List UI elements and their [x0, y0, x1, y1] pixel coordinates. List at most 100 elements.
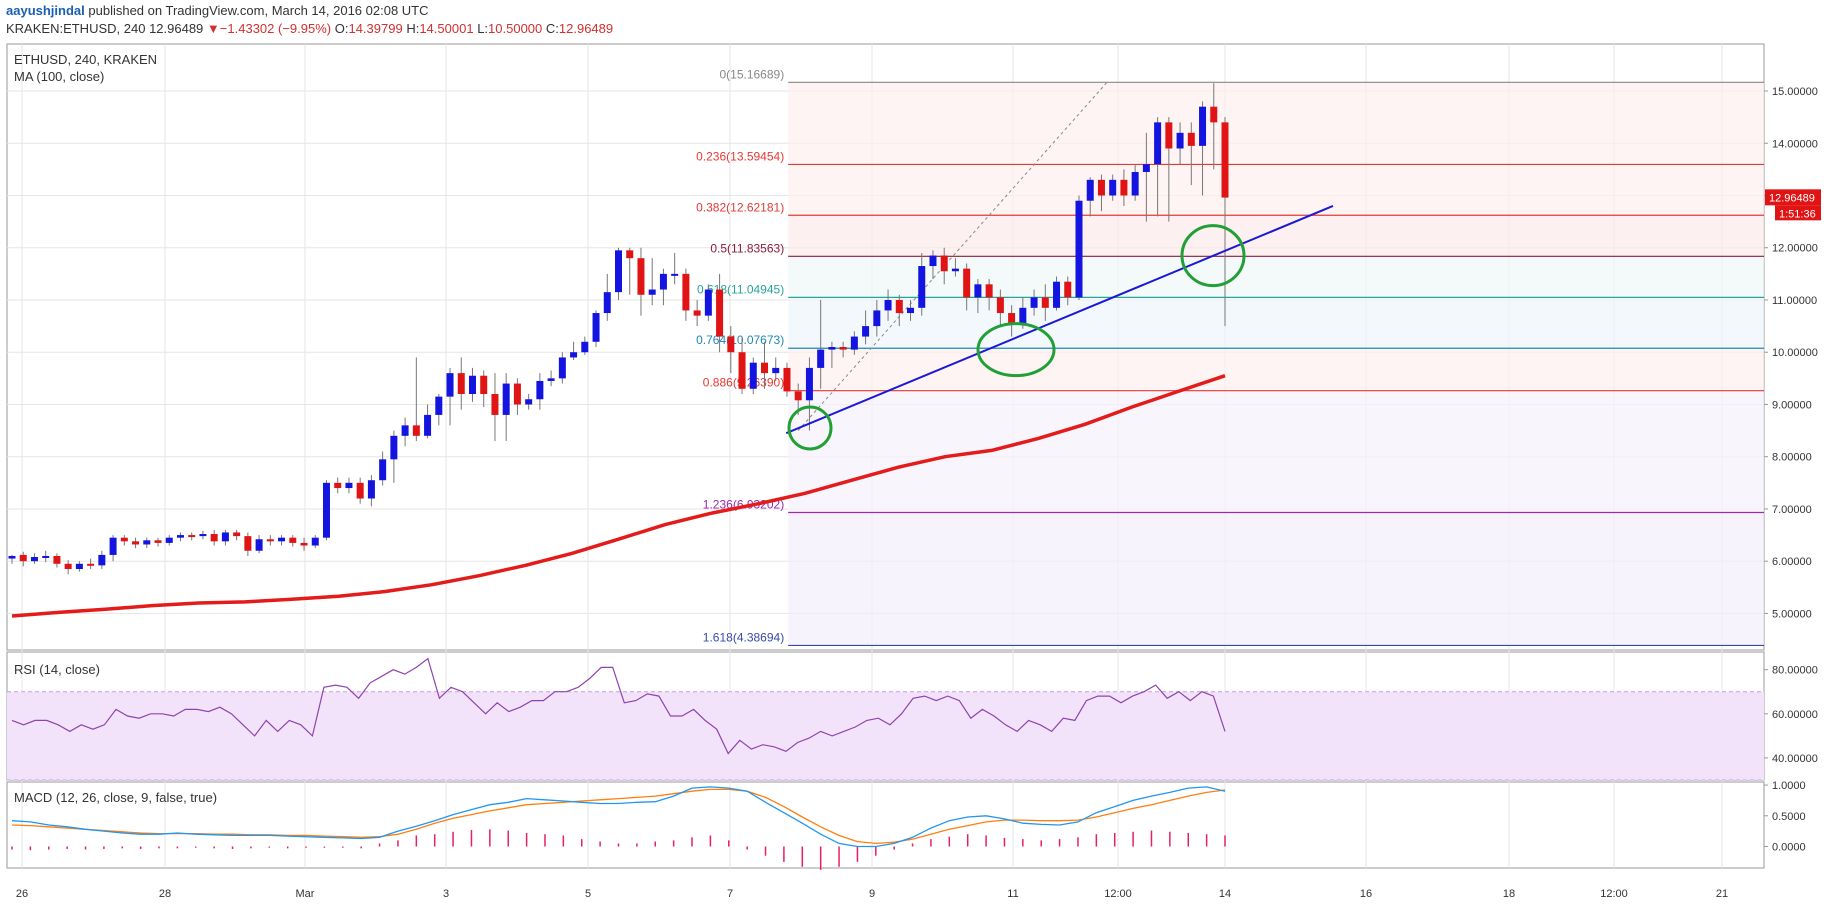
last-price-tag-label: 12.96489 — [1769, 192, 1815, 204]
rsi-pane-title[interactable]: RSI (14, close) — [14, 662, 100, 677]
candle-body — [716, 289, 724, 337]
candle-body — [817, 349, 825, 368]
candle-body — [985, 284, 993, 298]
chart-canvas[interactable]: 26 28 Mar 3 5 7 9 11 12:00 14 16 18 12:00 21 15.00000 1… — [0, 40, 1824, 907]
high-value: 14.50001 — [419, 21, 474, 36]
support-circle-marker — [976, 322, 1056, 378]
candle-body — [996, 297, 1004, 314]
candle-body — [75, 563, 83, 570]
candle-body — [659, 273, 667, 290]
candle-body — [1199, 106, 1207, 146]
candle-body — [210, 534, 218, 542]
symbol-label: KRAKEN:ETHUSD, 240 — [6, 21, 146, 36]
candle-body — [513, 383, 521, 405]
y-tick-label: 12.00000 — [1772, 243, 1818, 255]
y-tick-label: 11.00000 — [1772, 295, 1817, 307]
candle-body — [918, 266, 926, 308]
fib-zone — [788, 348, 1764, 391]
candle-body — [828, 347, 836, 350]
price-change: −1.43302 (−9.95%) — [219, 21, 332, 36]
candle-body — [233, 532, 241, 537]
candle-body — [502, 383, 510, 415]
candle-body — [1064, 281, 1072, 298]
candle-body — [1041, 297, 1049, 308]
fib-zone — [788, 256, 1764, 298]
ma-indicator-label[interactable]: MA (100, close) — [14, 69, 105, 84]
candle-body — [401, 425, 409, 436]
candle-body — [1165, 122, 1173, 149]
candle-body — [244, 536, 252, 551]
y-tick-label: 10.00000 — [1772, 347, 1818, 359]
candle-body — [839, 347, 847, 350]
candle-body — [862, 326, 870, 337]
candle-body — [468, 375, 476, 395]
x-tick-label: 12:00 — [1104, 888, 1132, 900]
fib-level-label: 0.382(12.62181) — [696, 200, 784, 214]
fib-zone — [788, 164, 1764, 216]
candle-body — [626, 250, 634, 259]
fib-level-label: 0.236(13.59454) — [696, 149, 784, 163]
high-label: H: — [406, 21, 420, 36]
macd-y-tick-label: 0.5000 — [1772, 811, 1806, 823]
close-value: 12.96489 — [558, 21, 614, 36]
macd-y-tick-label: 1.0000 — [1772, 780, 1806, 792]
chart-area[interactable]: 26 28 Mar 3 5 7 9 11 12:00 14 16 18 12:00 21 15.00000 1… — [0, 40, 1824, 907]
candle-body — [581, 341, 589, 353]
candle-body — [547, 378, 555, 381]
candle-body — [154, 540, 162, 543]
x-tick-label: 3 — [443, 888, 449, 900]
candle-body — [300, 542, 308, 546]
candle-body — [1053, 281, 1061, 308]
fib-zone — [788, 390, 1764, 513]
candle-body — [266, 539, 274, 542]
macd-pane-frame — [6, 781, 1765, 869]
y-tick-label: 9.00000 — [1772, 399, 1812, 411]
candle-body — [311, 537, 319, 546]
candle-body — [64, 563, 72, 570]
last-price: 12.96489 — [149, 21, 204, 36]
x-tick-label: 7 — [727, 888, 733, 900]
open-label: O: — [334, 21, 349, 36]
candle-body — [53, 555, 61, 564]
candle-body — [895, 299, 903, 314]
support-circle-marker — [1180, 224, 1246, 288]
candle-body — [738, 352, 746, 389]
candle-body — [457, 373, 465, 395]
candle-body — [1097, 179, 1105, 196]
fib-level-label: 0.5(11.83563) — [710, 241, 784, 255]
macd-pane-title[interactable]: MACD (12, 26, close, 9, false, true) — [14, 790, 218, 805]
candle-body — [1176, 132, 1184, 149]
candle-body — [435, 396, 443, 415]
author-link[interactable]: aayushjindal — [6, 3, 85, 18]
candle-body — [1008, 313, 1016, 324]
candle-body — [570, 352, 578, 358]
candle-body — [850, 336, 858, 350]
moving-average-line — [11, 374, 1226, 618]
candle-body — [1187, 132, 1195, 146]
candle-body — [8, 555, 16, 559]
candle-body — [132, 541, 140, 545]
fib-zone — [788, 297, 1764, 349]
ohlc-line: KRAKEN:ETHUSD, 240 12.96489 ▼−1.43302 (−… — [6, 21, 613, 36]
x-tick-label: 26 — [16, 888, 28, 900]
y-tick-label: 6.00000 — [1772, 556, 1812, 568]
last-price-tag — [1765, 189, 1821, 206]
publish-line: aayushjindal published on TradingView.co… — [6, 3, 429, 18]
y-tick-label: 5.00000 — [1772, 608, 1812, 620]
candle-body — [379, 459, 387, 481]
x-tick-label: 12:00 — [1600, 888, 1628, 900]
candle-body — [1075, 200, 1083, 298]
candle-body — [188, 535, 196, 538]
y-tick-label: 14.00000 — [1772, 138, 1818, 150]
candle-body — [199, 534, 207, 537]
support-circle-marker — [787, 405, 833, 451]
candle-body — [974, 284, 982, 298]
fib-zone — [788, 215, 1764, 257]
candle-body — [1131, 171, 1139, 196]
candle-body — [1221, 122, 1229, 198]
countdown-tag-label: 1:51:36 — [1779, 208, 1816, 220]
candle-body — [42, 555, 50, 558]
candle-body — [525, 399, 533, 405]
macd-line — [11, 786, 1226, 848]
x-tick-label: 18 — [1503, 888, 1515, 900]
